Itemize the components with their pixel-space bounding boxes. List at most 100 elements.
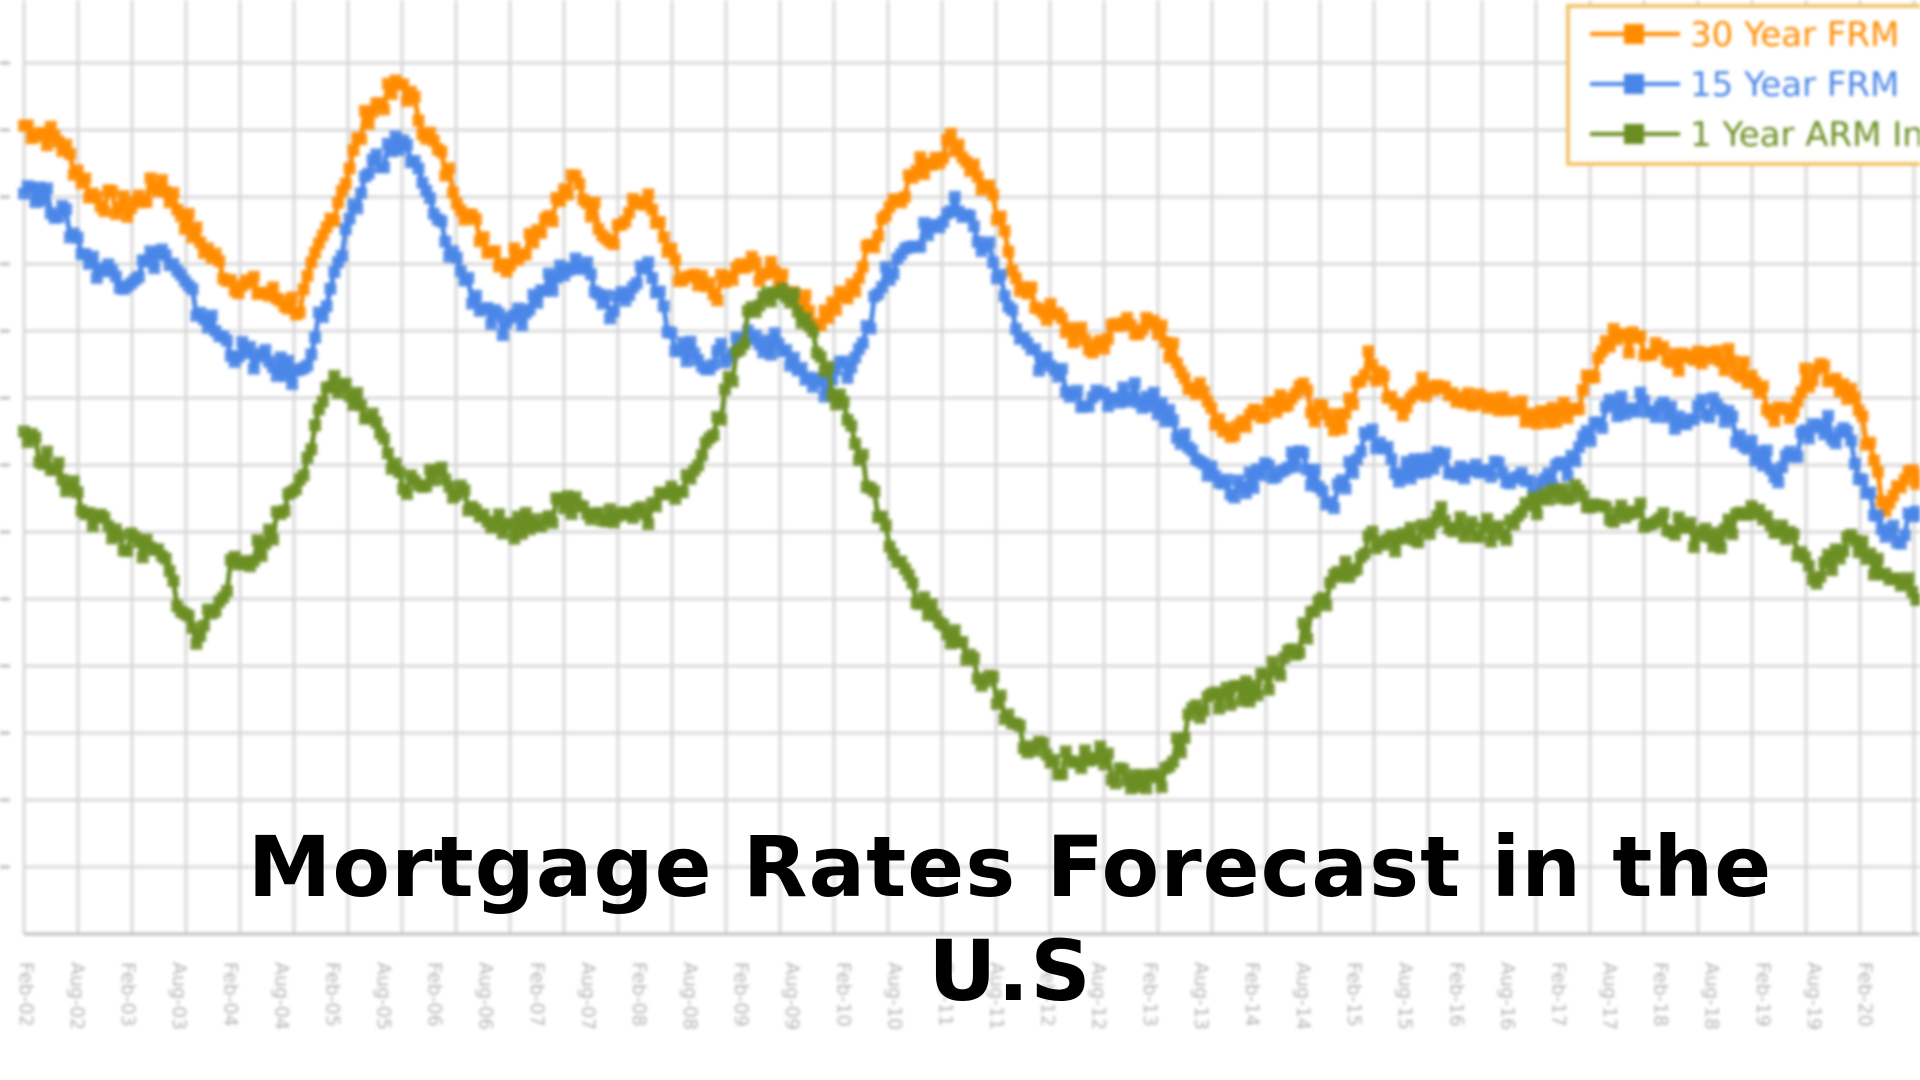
data-point bbox=[393, 466, 406, 479]
data-point bbox=[1661, 411, 1674, 424]
x-tick-label: Feb-11 bbox=[934, 962, 956, 1027]
data-point bbox=[320, 300, 333, 313]
data-point bbox=[845, 419, 858, 432]
data-point bbox=[707, 429, 720, 442]
data-point bbox=[600, 289, 613, 302]
data-point bbox=[378, 103, 390, 116]
data-point bbox=[198, 619, 210, 632]
data-point bbox=[1205, 401, 1218, 414]
data-point bbox=[987, 670, 1000, 683]
data-point bbox=[1354, 445, 1367, 458]
data-point bbox=[1845, 434, 1858, 447]
data-point bbox=[159, 552, 172, 565]
data-point bbox=[332, 196, 345, 209]
data-point bbox=[263, 523, 276, 536]
legend-marker-1-year-arm bbox=[1624, 124, 1644, 144]
legend: 30 Year FRM 15 Year FRM 1 Year ARM Index bbox=[1566, 4, 1920, 166]
data-point bbox=[328, 215, 341, 227]
data-point bbox=[1887, 519, 1900, 532]
data-point bbox=[493, 508, 505, 521]
data-point bbox=[71, 486, 84, 499]
data-point bbox=[1722, 342, 1735, 355]
data-point bbox=[1301, 384, 1314, 397]
data-point bbox=[335, 249, 348, 262]
data-point bbox=[1439, 447, 1451, 460]
data-point bbox=[1665, 400, 1677, 413]
data-point bbox=[1029, 343, 1042, 356]
data-point bbox=[1848, 457, 1861, 470]
data-point bbox=[1802, 432, 1815, 445]
data-point bbox=[515, 319, 528, 332]
data-point bbox=[1339, 407, 1352, 420]
data-point bbox=[435, 461, 448, 474]
data-point bbox=[581, 256, 594, 269]
data-point bbox=[1630, 405, 1643, 418]
data-point bbox=[1814, 570, 1827, 583]
data-point bbox=[224, 274, 237, 287]
data-point bbox=[1864, 486, 1877, 499]
data-point bbox=[1328, 502, 1340, 515]
data-point bbox=[657, 300, 670, 313]
data-point bbox=[1404, 521, 1417, 534]
data-point bbox=[41, 445, 53, 458]
data-point bbox=[1711, 345, 1723, 358]
data-point bbox=[849, 285, 862, 298]
data-point bbox=[186, 283, 199, 296]
data-point bbox=[1067, 336, 1080, 349]
data-point bbox=[696, 449, 708, 462]
data-point bbox=[1266, 655, 1279, 668]
data-point bbox=[412, 162, 425, 175]
data-point bbox=[1806, 374, 1819, 387]
data-point bbox=[1776, 461, 1789, 474]
data-point bbox=[1703, 411, 1716, 424]
data-point bbox=[1695, 393, 1708, 406]
data-point bbox=[1450, 521, 1463, 534]
data-point bbox=[98, 205, 111, 218]
data-point bbox=[1615, 390, 1628, 403]
data-point bbox=[1178, 732, 1191, 744]
data-point bbox=[983, 179, 996, 192]
data-point bbox=[29, 431, 42, 444]
data-point bbox=[286, 378, 299, 390]
data-point bbox=[370, 416, 383, 429]
data-point bbox=[868, 241, 881, 254]
x-tick-label: Feb-05 bbox=[321, 962, 343, 1027]
data-point bbox=[1056, 768, 1068, 781]
data-point bbox=[1239, 420, 1252, 433]
data-point bbox=[1584, 435, 1597, 448]
data-point bbox=[1745, 500, 1758, 513]
data-point bbox=[1485, 535, 1497, 548]
legend-marker-15-year-frm bbox=[1624, 74, 1644, 94]
data-point bbox=[1848, 391, 1861, 404]
data-point bbox=[52, 456, 65, 469]
data-point bbox=[470, 289, 482, 302]
data-point bbox=[1672, 511, 1685, 524]
data-point bbox=[707, 358, 720, 371]
data-point bbox=[799, 289, 812, 302]
data-point bbox=[535, 226, 548, 239]
data-point bbox=[113, 529, 126, 542]
data-point bbox=[297, 469, 310, 482]
data-point bbox=[167, 575, 180, 587]
data-point bbox=[998, 290, 1011, 303]
data-point bbox=[462, 271, 475, 284]
data-point bbox=[665, 242, 678, 255]
data-point bbox=[956, 636, 969, 649]
data-point bbox=[362, 167, 375, 180]
data-point bbox=[853, 272, 865, 285]
data-point bbox=[1496, 466, 1509, 479]
data-point bbox=[787, 351, 800, 364]
data-point bbox=[424, 192, 436, 205]
data-point bbox=[1726, 410, 1739, 423]
data-point bbox=[385, 88, 398, 100]
data-point bbox=[1649, 411, 1662, 423]
data-point bbox=[1561, 469, 1574, 482]
data-point bbox=[1006, 304, 1019, 317]
data-point bbox=[41, 182, 53, 195]
x-tick-label: Aug-02 bbox=[66, 962, 88, 1030]
data-point bbox=[443, 162, 456, 175]
data-point bbox=[21, 119, 34, 132]
data-point bbox=[1347, 398, 1360, 411]
data-point bbox=[221, 334, 233, 347]
data-point bbox=[738, 337, 751, 350]
